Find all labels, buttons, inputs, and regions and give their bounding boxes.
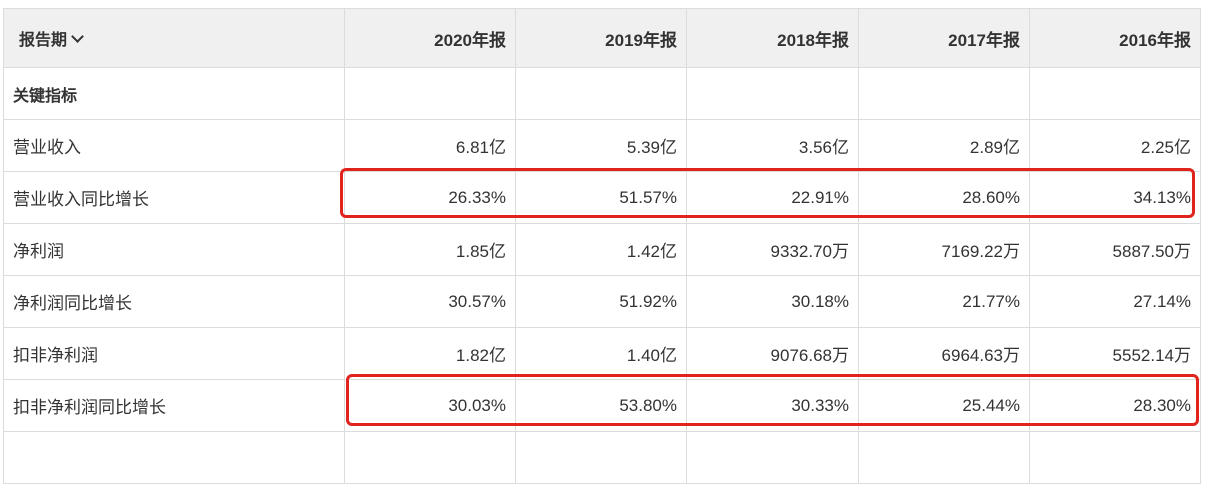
column-header-2020: 2020年报 bbox=[344, 8, 516, 68]
column-header-2019: 2019年报 bbox=[515, 8, 687, 68]
column-header-2018: 2018年报 bbox=[686, 8, 859, 68]
row-label: 扣非净利润 bbox=[3, 327, 345, 380]
cell: 53.80% bbox=[515, 379, 687, 432]
table-row-deducted-net-profit-yoy: 扣非净利润同比增长 30.03% 53.80% 30.33% 25.44% 28… bbox=[3, 379, 1201, 432]
cell: 21.77% bbox=[858, 275, 1030, 328]
cell: 3.56亿 bbox=[686, 119, 859, 172]
cell: 9332.70万 bbox=[686, 223, 859, 276]
cell: 30.03% bbox=[344, 379, 516, 432]
cell: 1.40亿 bbox=[515, 327, 687, 380]
cell: 30.18% bbox=[686, 275, 859, 328]
cell: 6.81亿 bbox=[344, 119, 516, 172]
row-label bbox=[3, 431, 345, 484]
cell: 27.14% bbox=[1029, 275, 1201, 328]
cell: 30.33% bbox=[686, 379, 859, 432]
cell: 2.25亿 bbox=[1029, 119, 1201, 172]
cell bbox=[686, 67, 859, 120]
cell: 1.82亿 bbox=[344, 327, 516, 380]
cell: 5887.50万 bbox=[1029, 223, 1201, 276]
column-header-2016: 2016年报 bbox=[1029, 8, 1201, 68]
cell bbox=[344, 67, 516, 120]
report-period-label: 报告期 bbox=[19, 32, 68, 49]
cell bbox=[515, 431, 687, 484]
cell bbox=[686, 431, 859, 484]
cell bbox=[515, 67, 687, 120]
cell: 22.91% bbox=[686, 171, 859, 224]
table-row-revenue-yoy: 营业收入同比增长 26.33% 51.57% 22.91% 28.60% 34.… bbox=[3, 171, 1201, 224]
cell: 2.89亿 bbox=[858, 119, 1030, 172]
row-label: 净利润同比增长 bbox=[3, 275, 345, 328]
cell bbox=[858, 67, 1030, 120]
cell bbox=[858, 431, 1030, 484]
cell: 5.39亿 bbox=[515, 119, 687, 172]
cell: 1.85亿 bbox=[344, 223, 516, 276]
column-header-2017: 2017年报 bbox=[858, 8, 1030, 68]
chevron-down-icon bbox=[71, 30, 84, 43]
table-row-partial bbox=[3, 431, 1201, 484]
cell: 30.57% bbox=[344, 275, 516, 328]
cell bbox=[1029, 67, 1201, 120]
cell bbox=[344, 431, 516, 484]
cell: 34.13% bbox=[1029, 171, 1201, 224]
cell: 9076.68万 bbox=[686, 327, 859, 380]
cell: 6964.63万 bbox=[858, 327, 1030, 380]
cell: 28.60% bbox=[858, 171, 1030, 224]
table-row-net-profit-yoy: 净利润同比增长 30.57% 51.92% 30.18% 21.77% 27.1… bbox=[3, 275, 1201, 328]
report-period-dropdown[interactable]: 报告期 bbox=[3, 8, 345, 68]
table-row-deducted-net-profit: 扣非净利润 1.82亿 1.40亿 9076.68万 6964.63万 5552… bbox=[3, 327, 1201, 380]
table-row-revenue: 营业收入 6.81亿 5.39亿 3.56亿 2.89亿 2.25亿 bbox=[3, 119, 1201, 172]
cell: 7169.22万 bbox=[858, 223, 1030, 276]
row-label: 扣非净利润同比增长 bbox=[3, 379, 345, 432]
table-row-section-key-indicators: 关键指标 bbox=[3, 67, 1201, 120]
cell: 26.33% bbox=[344, 171, 516, 224]
cell: 25.44% bbox=[858, 379, 1030, 432]
financial-indicators-table: 报告期 2020年报 2019年报 2018年报 2017年报 2016年报 关… bbox=[3, 8, 1201, 484]
cell: 28.30% bbox=[1029, 379, 1201, 432]
row-label: 营业收入 bbox=[3, 119, 345, 172]
row-label: 营业收入同比增长 bbox=[3, 171, 345, 224]
table-row-net-profit: 净利润 1.85亿 1.42亿 9332.70万 7169.22万 5887.5… bbox=[3, 223, 1201, 276]
cell: 1.42亿 bbox=[515, 223, 687, 276]
cell: 51.92% bbox=[515, 275, 687, 328]
row-label: 净利润 bbox=[3, 223, 345, 276]
row-label: 关键指标 bbox=[3, 67, 345, 120]
table-header-row: 报告期 2020年报 2019年报 2018年报 2017年报 2016年报 bbox=[3, 8, 1201, 68]
cell: 5552.14万 bbox=[1029, 327, 1201, 380]
cell bbox=[1029, 431, 1201, 484]
cell: 51.57% bbox=[515, 171, 687, 224]
